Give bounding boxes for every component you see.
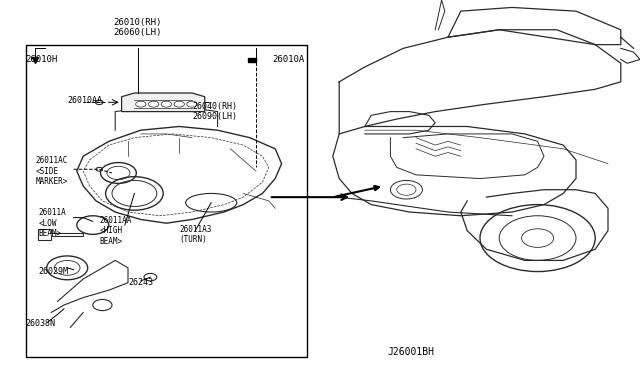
Text: 26010(RH)
26060(LH): 26010(RH) 26060(LH) — [113, 18, 162, 37]
Text: 26010H: 26010H — [26, 55, 58, 64]
Bar — [26, 45, 307, 357]
Circle shape — [161, 101, 172, 107]
Circle shape — [148, 101, 159, 107]
Text: 26243: 26243 — [128, 278, 153, 287]
Text: 26011AA
<HIGH
BEAM>: 26011AA <HIGH BEAM> — [99, 216, 132, 246]
Text: 26029M: 26029M — [38, 267, 68, 276]
Circle shape — [187, 101, 197, 107]
Text: 26011AC
<SIDE
MARKER>: 26011AC <SIDE MARKER> — [35, 156, 68, 186]
Text: 26010AA: 26010AA — [67, 96, 102, 105]
Bar — [248, 58, 256, 62]
Circle shape — [136, 101, 146, 107]
Text: 26011A
<LOW
BEAM>: 26011A <LOW BEAM> — [38, 208, 66, 238]
Text: 26010A: 26010A — [272, 55, 304, 64]
Text: 26040(RH)
26090(LH): 26040(RH) 26090(LH) — [192, 102, 237, 121]
Circle shape — [174, 101, 184, 107]
Text: 26011A3
(TURN): 26011A3 (TURN) — [179, 225, 212, 244]
Text: J26001BH: J26001BH — [387, 347, 434, 357]
Polygon shape — [122, 93, 205, 112]
Text: 26038N: 26038N — [26, 319, 56, 328]
Polygon shape — [38, 229, 83, 240]
